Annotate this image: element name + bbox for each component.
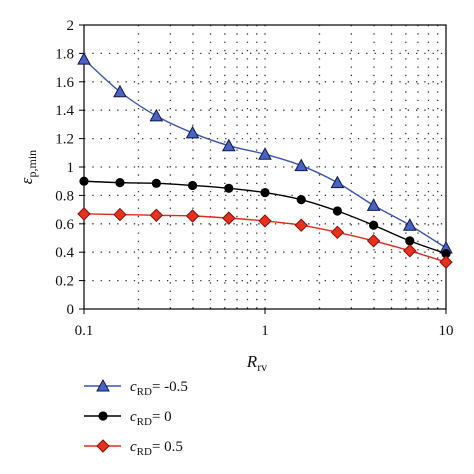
data-point	[185, 209, 200, 223]
data-point	[151, 178, 161, 188]
legend-label: cRD= -0.5	[130, 379, 188, 398]
legend-label-sub: RD	[137, 416, 152, 428]
data-point	[115, 178, 125, 188]
x-tick-label: 10	[439, 323, 454, 339]
y-tick-label: 0	[67, 302, 75, 318]
data-point	[332, 206, 343, 216]
legend-label-sub: RD	[137, 446, 152, 458]
data-point	[296, 195, 306, 205]
x-axis-label-sub: rv	[257, 360, 267, 374]
data-point	[187, 180, 198, 191]
data-point	[366, 198, 381, 211]
y-tick-label: 0.8	[55, 188, 74, 204]
series-layer	[77, 52, 453, 269]
series-triangle	[77, 52, 453, 254]
y-axis-label-sub: p,min	[25, 150, 39, 178]
data-point	[221, 138, 236, 152]
legend-marker	[96, 439, 110, 453]
x-tick-label: 0.1	[75, 323, 94, 339]
data-point	[330, 225, 345, 240]
data-point	[185, 125, 200, 139]
legend-label-value: = -0.5	[152, 379, 188, 395]
legend-label-value: = 0	[152, 409, 172, 425]
data-point	[294, 218, 308, 232]
data-point	[260, 187, 270, 198]
data-point	[149, 208, 164, 222]
legend-item: cRD= -0.5	[84, 378, 188, 398]
series-circle	[79, 176, 451, 259]
data-point	[113, 207, 127, 222]
data-point	[113, 84, 127, 98]
data-point	[439, 255, 453, 269]
tick-labels: 0 0.2 0.4 0.6 0.8 1 1.2 1.4 1.6 1.8 2 0.1 1 10	[55, 18, 453, 339]
data-point	[441, 249, 451, 259]
legend-marker	[98, 411, 108, 421]
y-tick-label: 1.6	[55, 75, 74, 91]
legend-marker	[96, 378, 110, 392]
data-point	[368, 220, 379, 230]
series-diamond	[77, 207, 453, 269]
legend-label-sub: RD	[137, 386, 152, 398]
legend-label-name: c	[130, 409, 137, 425]
data-point	[77, 52, 91, 65]
data-point	[149, 108, 164, 122]
legend-label-value: = 0.5	[152, 439, 183, 455]
y-axis-label: εp,min	[17, 150, 39, 184]
data-point	[222, 211, 236, 225]
legend-item: cRD= 0.5	[84, 439, 183, 458]
data-point	[402, 218, 417, 231]
y-tick-label: 0.2	[55, 274, 74, 290]
x-tick-label: 1	[261, 323, 269, 339]
grid-lines	[84, 25, 446, 309]
data-point	[77, 207, 91, 221]
data-point	[224, 183, 234, 193]
x-axis-label: Rrv	[246, 352, 267, 374]
legend-label: cRD= 0	[130, 409, 172, 428]
legend-item: cRD= 0	[84, 409, 172, 428]
data-point	[403, 244, 417, 258]
data-point	[258, 214, 272, 228]
y-tick-label: 1.4	[55, 103, 74, 119]
y-tick-label: 1.8	[55, 46, 74, 62]
y-tick-label: 0.6	[55, 217, 74, 233]
data-point	[366, 234, 381, 248]
data-point	[258, 147, 272, 160]
y-tick-label: 2	[67, 18, 75, 34]
data-point	[330, 175, 345, 189]
legend-label-name: c	[130, 439, 137, 455]
data-point	[294, 158, 309, 172]
axes	[79, 24, 447, 314]
y-tick-label: 1.2	[55, 132, 74, 148]
data-point	[405, 236, 415, 246]
y-tick-label: 0.4	[55, 245, 74, 261]
y-tick-label: 1	[67, 160, 75, 176]
legend-label: cRD= 0.5	[130, 439, 183, 458]
data-point	[79, 176, 89, 186]
legend-label-name: c	[130, 379, 137, 395]
